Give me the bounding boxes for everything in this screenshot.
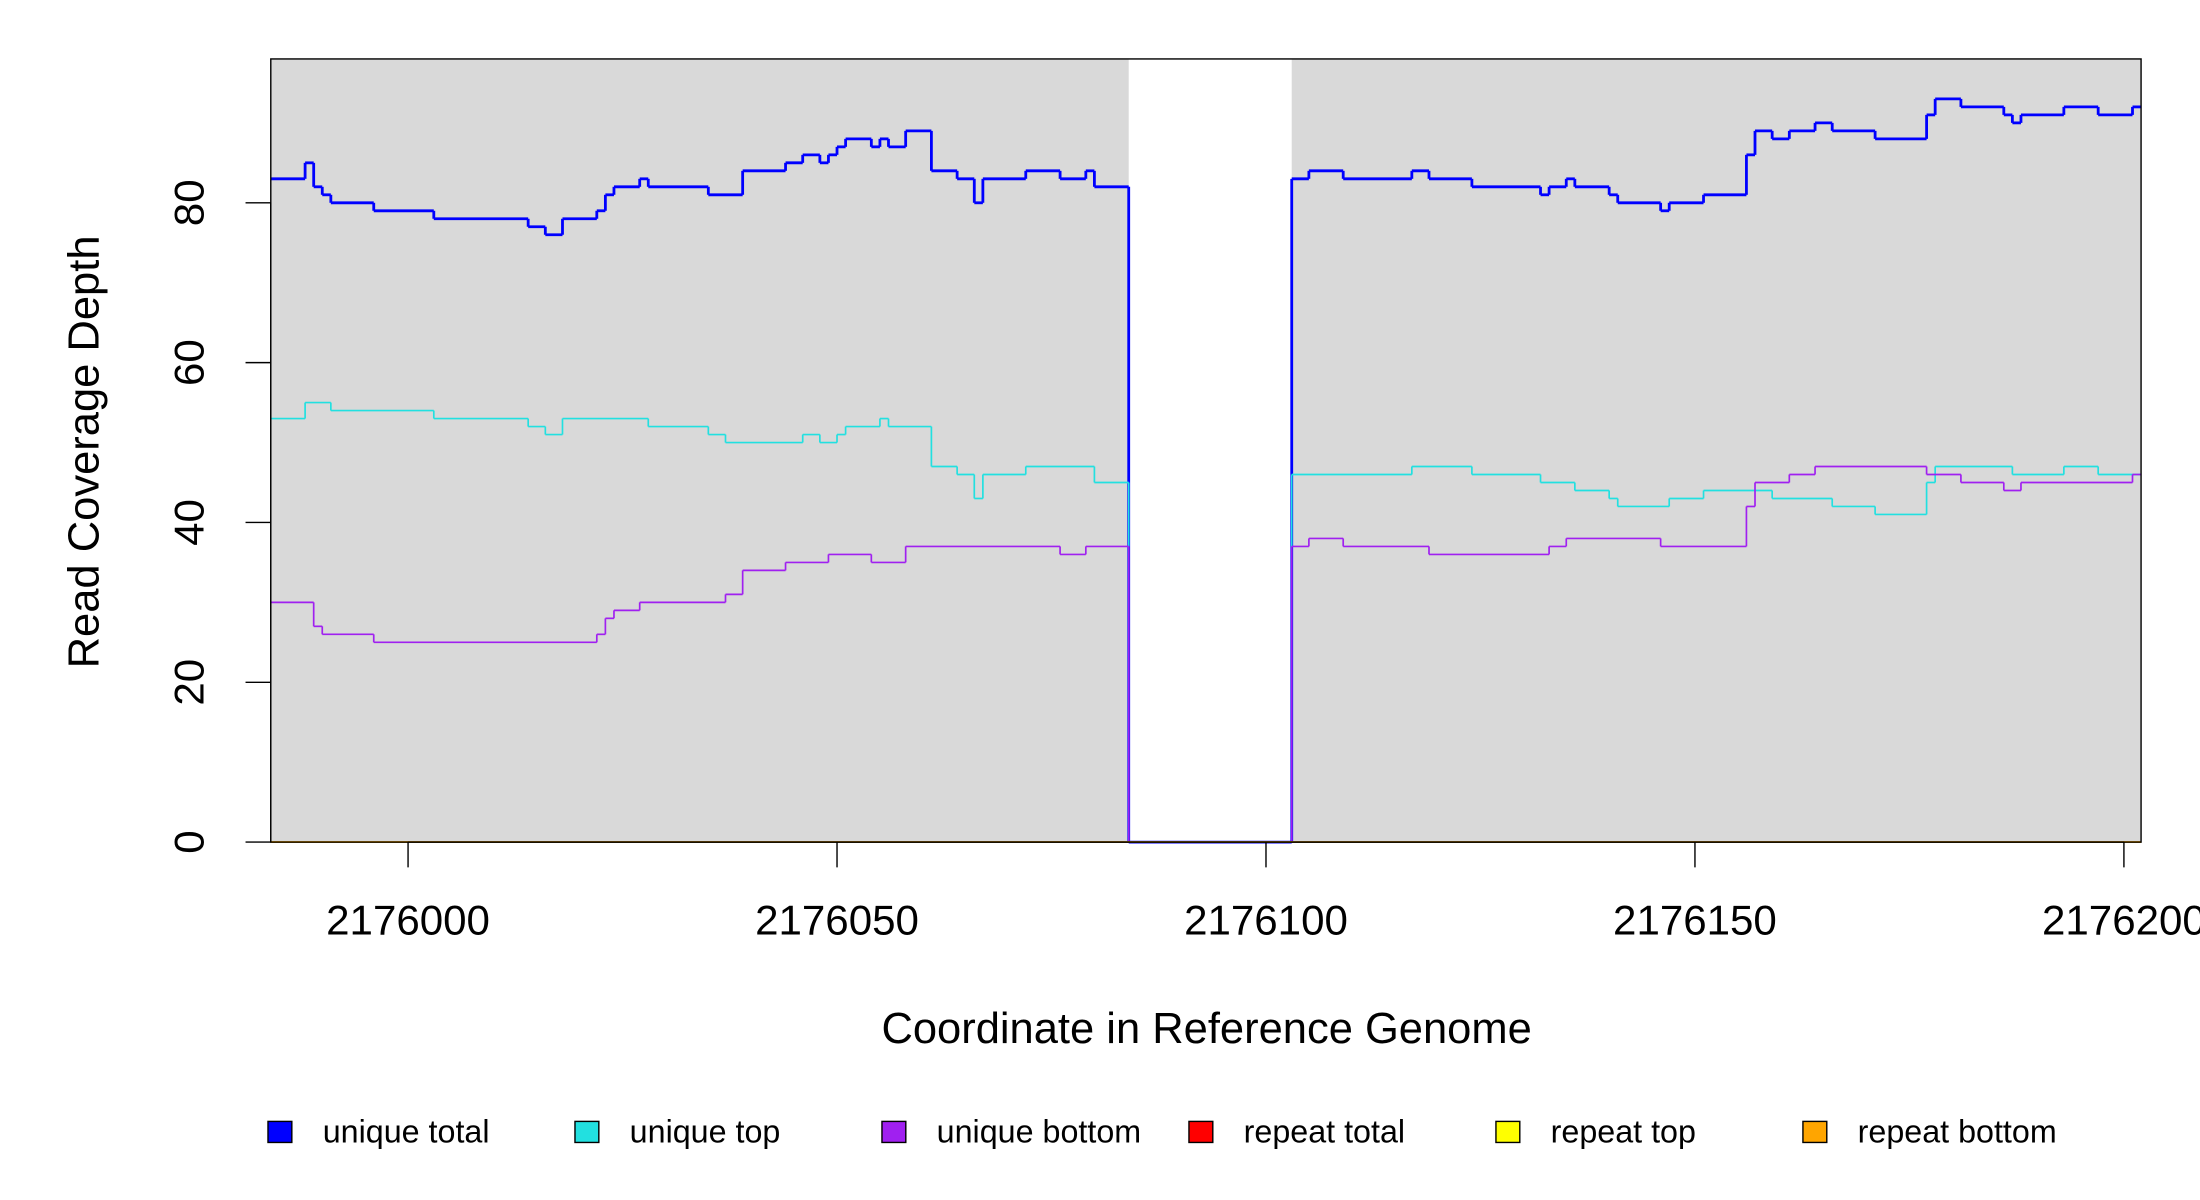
legend-label: repeat top [1551, 1114, 1696, 1150]
legend-swatch [1495, 1120, 1521, 1144]
legend-swatch [881, 1120, 907, 1144]
shaded-region [1291, 58, 2142, 843]
x-tick-label: 2176050 [755, 897, 919, 944]
legend-swatch [574, 1120, 600, 1144]
x-tick-label: 2176200 [2042, 897, 2200, 944]
y-tick-label: 0 [165, 830, 212, 853]
series-line [270, 465, 2142, 843]
y-tick-label: 20 [165, 659, 212, 706]
x-tick-label: 2176150 [1613, 897, 1777, 944]
legend-label: repeat bottom [1858, 1114, 2057, 1150]
legend-swatch [1188, 1120, 1214, 1144]
shading [270, 58, 2142, 843]
x-axis-title: Coordinate in Reference Genome [881, 1005, 1531, 1053]
x-tick-label: 2176000 [326, 897, 490, 944]
y-tick-label: 80 [165, 179, 212, 226]
legend: unique total unique top unique bottom repea… [267, 1114, 2057, 1150]
x-tick-label: 2176100 [1184, 897, 1348, 944]
legend-label: unique total [323, 1114, 490, 1150]
y-axis-title: Read Coverage Depth [60, 235, 108, 668]
legend-label: repeat total [1244, 1114, 1405, 1150]
shaded-region [270, 58, 1129, 843]
y-tick-label: 60 [165, 339, 212, 386]
legend-swatch [267, 1120, 293, 1144]
y-tick-label: 40 [165, 499, 212, 546]
axes: 2176000 2176050 2176100 2176150 2176200 0 20 40… [165, 179, 2200, 943]
legend-swatch [1802, 1120, 1828, 1144]
legend-label: unique bottom [937, 1114, 1141, 1150]
legend-label: unique top [630, 1114, 781, 1150]
